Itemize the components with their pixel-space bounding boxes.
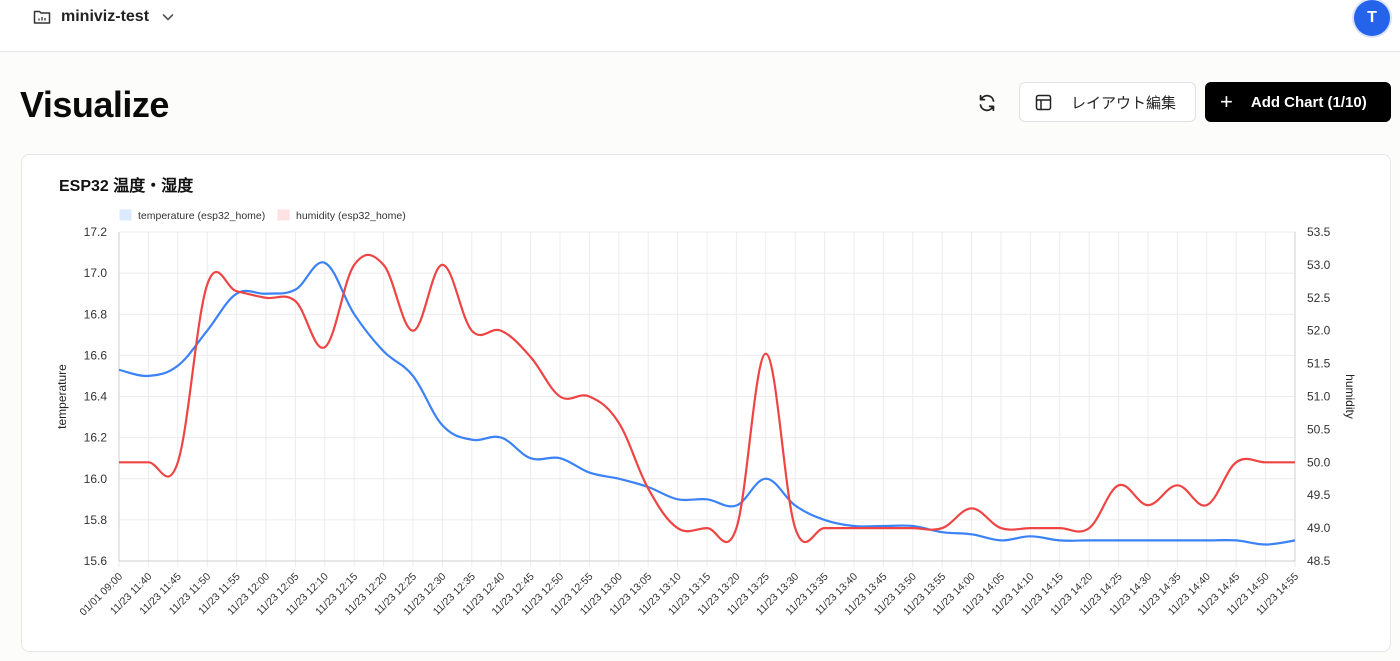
layout-icon xyxy=(1035,94,1052,111)
y-right-tick-label: 51.5 xyxy=(1307,357,1331,371)
legend-label-temperature: temperature (esp32_home) xyxy=(138,210,265,222)
user-avatar[interactable]: T xyxy=(1354,0,1390,36)
project-name: miniviz-test xyxy=(61,8,150,25)
y-left-tick-label: 17.0 xyxy=(84,266,108,280)
edit-layout-label: レイアウト編集 xyxy=(1071,94,1177,112)
add-chart-label: Add Chart (1/10) xyxy=(1250,93,1367,111)
y-right-tick-label: 48.5 xyxy=(1307,554,1331,568)
y-left-tick-label: 16.2 xyxy=(84,431,108,445)
page-title: Visualize xyxy=(20,84,169,125)
y-left-tick-label: 15.8 xyxy=(84,513,108,527)
add-chart-button[interactable]: + Add Chart (1/10) xyxy=(1205,82,1391,122)
y-left-tick-label: 16.4 xyxy=(84,390,108,404)
y-left-tick-label: 16.6 xyxy=(84,348,108,362)
y-right-tick-label: 52.5 xyxy=(1307,291,1331,305)
legend-label-humidity: humidity (esp32_home) xyxy=(296,210,406,222)
line-chart: 15.615.816.016.216.416.616.817.017.201/0… xyxy=(55,209,1357,618)
chart-card: ESP32 温度・湿度 15.6 15.8 16.0 16.2 16.4 16.6 16.8… xyxy=(21,154,1391,652)
y-left-tick-label: 17.2 xyxy=(84,225,108,239)
y-right-tick-label: 50.0 xyxy=(1307,455,1331,469)
refresh-button[interactable] xyxy=(972,90,1002,120)
y-left-tick-label: 15.6 xyxy=(84,554,108,568)
series-line-humidity xyxy=(119,253,1295,544)
y-right-tick-label: 53.5 xyxy=(1307,225,1331,239)
y-right-axis-title: humidity xyxy=(1343,374,1357,419)
refresh-icon xyxy=(977,93,997,118)
top-bar: miniviz-test T xyxy=(0,0,1400,52)
y-right-tick-label: 51.0 xyxy=(1307,390,1331,404)
edit-layout-button[interactable]: レイアウト編集 xyxy=(1019,82,1196,122)
y-right-tick-label: 53.0 xyxy=(1307,258,1331,272)
project-selector[interactable]: miniviz-test xyxy=(33,6,175,28)
chevron-down-icon xyxy=(161,10,175,24)
y-left-tick-label: 16.8 xyxy=(84,307,108,321)
folder-icon xyxy=(33,9,51,25)
y-left-tick-label: 16.0 xyxy=(84,472,108,486)
legend-swatch-temperature xyxy=(119,209,132,221)
legend-swatch-humidity xyxy=(277,209,290,221)
y-right-tick-label: 50.5 xyxy=(1307,422,1331,436)
y-right-tick-label: 49.0 xyxy=(1307,521,1331,535)
plus-icon: + xyxy=(1220,89,1233,114)
y-right-tick-label: 49.5 xyxy=(1307,488,1331,502)
series-line-temperature xyxy=(118,261,1296,546)
y-right-tick-label: 52.0 xyxy=(1307,324,1331,338)
chart-title: ESP32 温度・湿度 xyxy=(59,178,194,195)
y-left-axis-title: temperature xyxy=(55,364,69,429)
